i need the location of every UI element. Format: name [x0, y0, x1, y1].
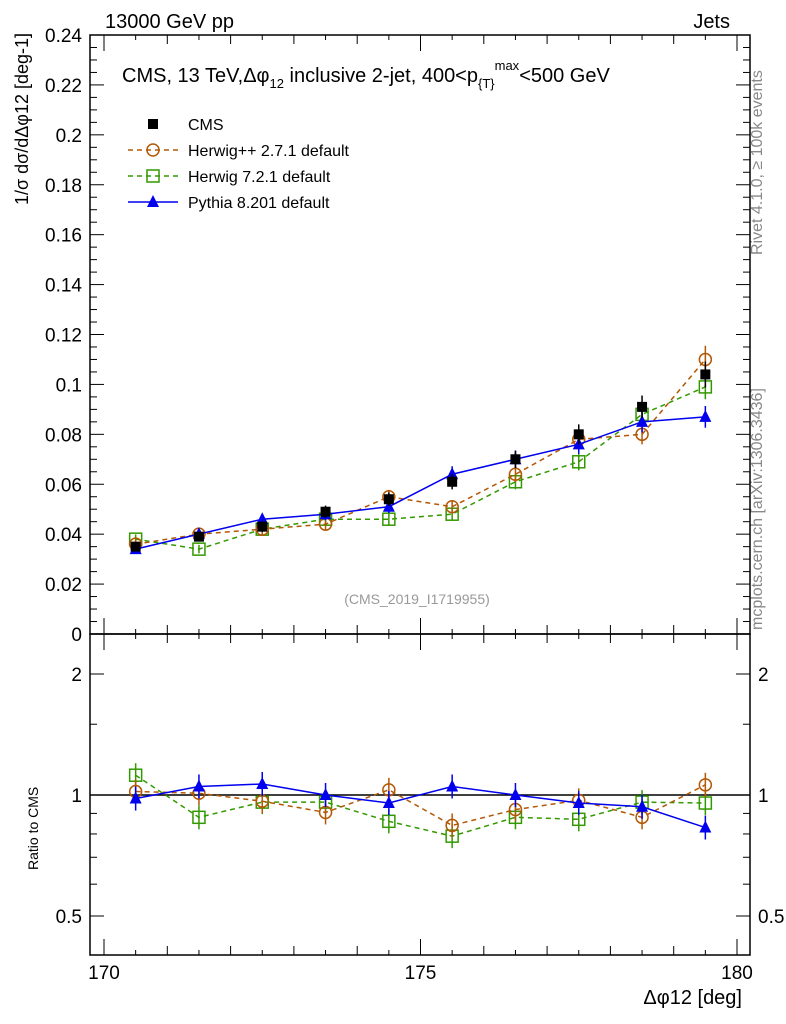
x-axis-label: Δφ12 [deg]	[643, 987, 742, 1009]
data-point	[445, 499, 459, 514]
data-point	[383, 494, 394, 505]
ratio-y-tick-label-right: 1	[758, 786, 769, 807]
legend-marker	[148, 119, 158, 129]
legend-entry: Herwig++ 2.7.1 default	[188, 143, 350, 160]
x-tick-label: 170	[88, 963, 120, 984]
x-tick-label: 175	[405, 963, 437, 984]
ratio-point	[446, 779, 459, 792]
ratio-point	[698, 778, 713, 792]
ratio-line	[135, 774, 706, 837]
ratio-point	[192, 810, 206, 825]
ratio-point	[636, 799, 649, 812]
series-line	[135, 386, 706, 550]
x-tick-label: 180	[721, 963, 753, 984]
data-point	[637, 401, 648, 412]
legend-entry: CMS	[188, 117, 224, 134]
ratio-point	[319, 788, 332, 800]
ratio-point	[572, 796, 585, 809]
ratio-point	[698, 796, 713, 810]
data-point	[257, 521, 268, 532]
data-point	[508, 467, 523, 482]
data-point	[320, 506, 331, 517]
y-tick-label: 0.08	[45, 425, 82, 446]
data-point	[447, 476, 458, 487]
data-point	[510, 454, 521, 465]
data-point	[636, 414, 649, 427]
y-tick-label: 0.1	[56, 375, 82, 396]
data-point	[256, 512, 269, 525]
y-tick-label: 0	[71, 625, 82, 646]
ratio-point	[129, 791, 142, 804]
ratio-point	[382, 796, 395, 809]
ratio-line	[135, 783, 706, 829]
ratio-point	[509, 788, 522, 800]
header-right: Jets	[693, 11, 730, 33]
side-label-bottom: mcplots.cern.ch [arXiv:1306.3436]	[749, 388, 766, 630]
ratio-point	[192, 779, 205, 792]
ratio-y-tick-label: 1	[71, 786, 82, 807]
ratio-y-tick-label-right: 2	[758, 665, 769, 686]
legend-entry: Herwig 7.2.1 default	[188, 169, 331, 186]
legend-entry: Pythia 8.201 default	[188, 195, 330, 212]
series-line	[135, 416, 706, 550]
ratio-point	[445, 818, 459, 833]
y-tick-label: 0.04	[45, 525, 82, 546]
series-line	[135, 358, 706, 545]
data-point	[382, 512, 396, 526]
side-label-top: Rivet 4.1.0, ≥ 100k events	[749, 70, 766, 255]
y-axis-label-ratio: Ratio to CMS	[25, 787, 41, 870]
chart-title: CMS, 13 TeV,Δφ12 inclusive 2-jet, 400<p{…	[122, 58, 610, 91]
y-tick-label: 0.02	[45, 575, 82, 596]
y-tick-label: 0.22	[45, 76, 82, 97]
data-point	[192, 542, 206, 556]
y-axis-label-main: 1/σ dσ/dΔφ12 [deg-1]	[12, 33, 32, 205]
annotation: (CMS_2019_I1719955)	[344, 591, 490, 607]
ratio-y-tick-label-right: 0.5	[758, 907, 784, 928]
data-point	[130, 541, 141, 552]
ratio-y-tick-label: 0.5	[56, 907, 82, 928]
y-tick-label: 0.12	[45, 326, 82, 347]
y-tick-label: 0.14	[45, 276, 82, 297]
data-point	[193, 531, 204, 542]
data-point	[572, 455, 586, 469]
y-tick-label: 0.16	[45, 226, 82, 247]
data-point	[700, 369, 711, 380]
y-tick-label: 0.24	[45, 26, 82, 47]
ratio-y-tick-label: 2	[71, 665, 82, 686]
legend-marker	[146, 143, 160, 157]
y-tick-label: 0.18	[45, 176, 82, 197]
ratio-point	[699, 820, 712, 833]
legend-marker	[146, 169, 160, 183]
data-point	[573, 429, 584, 440]
ratio-point	[256, 777, 269, 790]
legend-marker	[147, 195, 159, 207]
ratio-point	[382, 814, 396, 829]
y-tick-label: 0.2	[56, 126, 82, 147]
data-point	[446, 467, 459, 480]
y-tick-label: 0.06	[45, 475, 82, 496]
data-point	[699, 409, 712, 422]
header-left: 13000 GeV pp	[105, 11, 234, 33]
legend: CMS Herwig++ 2.7.1 default Herwig 7.2.1 de…	[128, 117, 350, 212]
